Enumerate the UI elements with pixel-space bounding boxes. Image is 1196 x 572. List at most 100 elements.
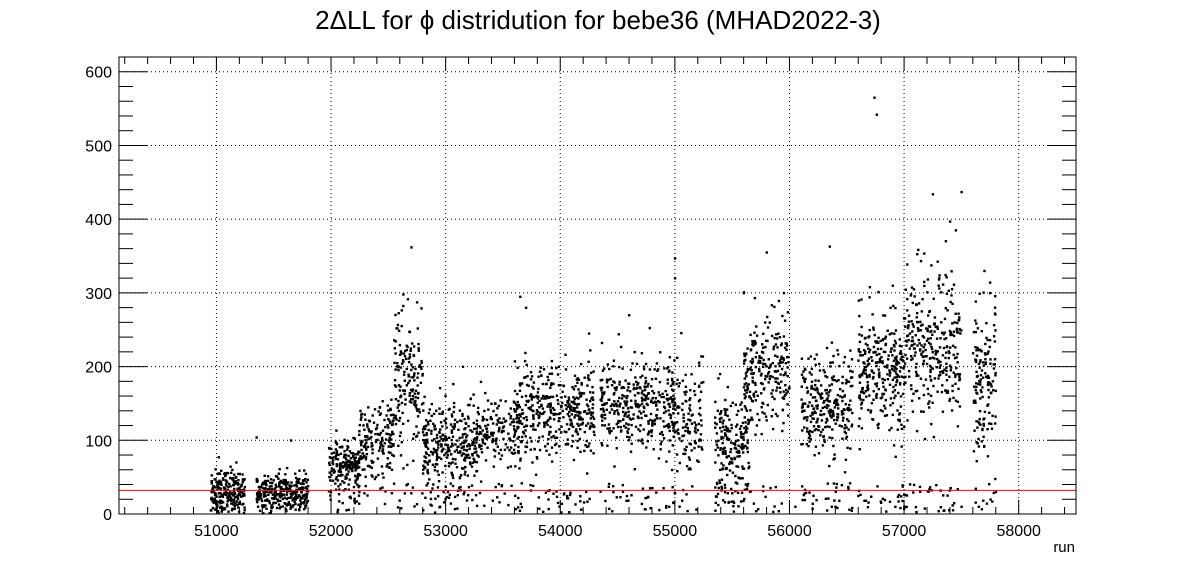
data-point-54	[223, 488, 226, 491]
data-point-3521	[903, 382, 906, 386]
data-point-1530	[512, 420, 516, 424]
data-point-1592	[552, 492, 555, 495]
data-point-1843	[529, 406, 532, 409]
data-point-3584	[877, 341, 880, 344]
data-point-860	[385, 465, 388, 468]
y-tick-label-3: 300	[85, 286, 112, 303]
data-point-3772	[939, 364, 942, 367]
data-point-3486	[872, 371, 875, 375]
data-point-2315	[642, 368, 646, 371]
data-point-1292	[438, 456, 441, 459]
data-point-2649	[731, 461, 734, 464]
data-point-2019	[672, 429, 675, 432]
data-point-2575	[746, 482, 750, 486]
data-point-2271	[644, 376, 647, 380]
data-point-1964	[590, 371, 593, 374]
data-point-1881	[550, 382, 553, 385]
data-point-122	[227, 498, 230, 501]
data-point-1038	[416, 415, 420, 418]
data-point-1973	[587, 412, 590, 415]
data-point-2720	[747, 422, 750, 425]
data-point-3716	[911, 336, 914, 339]
data-point-1392	[458, 409, 462, 412]
data-point-3137	[800, 406, 804, 409]
data-point-3144	[847, 419, 850, 423]
data-point-103	[241, 473, 244, 476]
data-point-2101	[671, 401, 674, 404]
data-point-656	[335, 457, 338, 461]
data-point-2754	[748, 368, 751, 371]
data-point-3032	[814, 388, 817, 392]
data-point-1272	[467, 494, 470, 497]
data-point-1868	[569, 406, 572, 409]
data-point-2958	[774, 370, 778, 373]
data-point-2391	[689, 397, 692, 400]
data-point-62	[216, 472, 219, 476]
data-point-1654	[516, 366, 519, 369]
data-point-3805	[944, 356, 947, 360]
data-point-953	[412, 432, 416, 436]
data-point-1309	[441, 448, 444, 452]
data-point-2892	[755, 351, 758, 354]
data-point-3664	[955, 331, 959, 334]
data-point-3655	[930, 264, 933, 267]
data-point-2324	[626, 415, 629, 418]
data-point-1380	[441, 439, 445, 442]
data-point-2906	[743, 352, 746, 355]
data-point-1190	[475, 427, 478, 430]
data-point-1657	[519, 419, 522, 423]
data-point-3947	[988, 345, 991, 349]
data-point-1074	[442, 501, 446, 504]
data-point-1716	[521, 382, 524, 385]
data-point-1069	[416, 396, 420, 400]
data-point-403	[291, 491, 294, 495]
data-point-1148	[439, 435, 442, 438]
data-point-1068	[418, 365, 421, 368]
data-point-3764	[928, 309, 931, 313]
data-point-300	[303, 508, 306, 511]
data-point-2478	[688, 407, 691, 410]
data-point-1555	[513, 429, 517, 432]
data-point-3401	[890, 426, 893, 430]
data-point-1324	[436, 456, 439, 460]
data-point-3592	[901, 355, 904, 358]
data-point-3721	[933, 330, 936, 333]
data-point-3564	[878, 374, 881, 377]
data-point-1421	[498, 501, 501, 504]
data-point-2611	[716, 409, 719, 412]
data-point-3661	[925, 355, 928, 358]
data-point-1176	[462, 433, 465, 436]
data-point-831	[389, 442, 392, 445]
data-point-2602	[714, 509, 717, 512]
data-point-2310	[600, 386, 604, 390]
data-point-1286	[436, 486, 440, 489]
data-point-3556	[901, 485, 904, 488]
data-point-494	[266, 479, 270, 483]
data-point-526	[284, 480, 288, 483]
data-point-177	[240, 483, 243, 487]
data-point-3359	[857, 494, 860, 498]
data-point-2747	[740, 443, 743, 446]
data-point-3046	[833, 379, 836, 382]
data-point-553	[338, 446, 341, 449]
data-point-1914	[527, 399, 530, 402]
data-point-4045	[985, 336, 988, 340]
data-point-1035	[397, 368, 400, 372]
data-point-2620	[726, 473, 729, 477]
data-point-2803	[769, 363, 772, 366]
data-point-914	[401, 359, 405, 362]
data-point-686	[356, 464, 359, 467]
data-point-2556	[729, 450, 732, 454]
data-point-2401	[674, 403, 677, 406]
data-point-4018	[980, 350, 983, 353]
data-point-1748	[564, 395, 567, 398]
data-point-2443	[698, 398, 702, 402]
data-point-1760	[532, 414, 535, 418]
data-point-2910	[761, 351, 765, 354]
data-point-229	[240, 491, 243, 494]
data-point-3990	[978, 380, 981, 383]
data-point-3319	[875, 394, 878, 397]
data-point-3021	[826, 425, 829, 428]
data-point-1195	[458, 419, 462, 422]
data-point-1970	[543, 423, 546, 426]
